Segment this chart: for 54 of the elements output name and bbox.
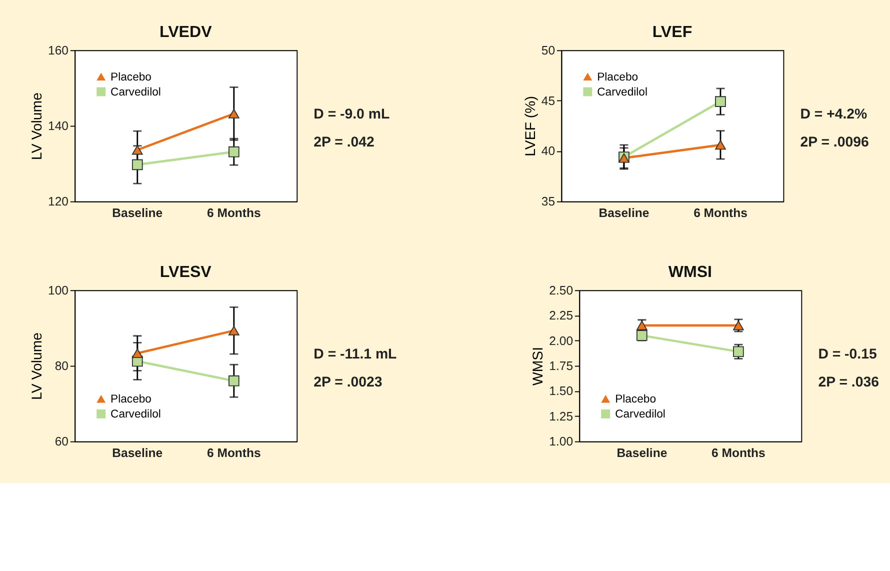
x-tick-label: 6 Months <box>694 206 748 220</box>
x-tick-label: 6 Months <box>207 446 262 460</box>
y-tick-label: 80 <box>54 358 69 373</box>
point <box>733 346 744 358</box>
y-tick-label: 2.00 <box>549 334 574 348</box>
point <box>228 146 240 158</box>
point <box>132 159 143 170</box>
y-axis-title: WMSI <box>530 346 546 386</box>
y-axis-title: LV Volume <box>29 92 46 160</box>
x-tick-label: 6 Months <box>207 206 262 220</box>
x-tick-label: 6 Months <box>712 446 766 460</box>
legend-label: Placebo <box>597 71 638 84</box>
text: 2P = .036 <box>818 374 880 391</box>
y-tick-label: 1.75 <box>549 358 574 373</box>
chart-title: LVEF <box>652 22 692 41</box>
legend-label: Carvedilol <box>110 408 161 421</box>
chart-title: LVEDV <box>159 22 212 41</box>
y-axis-title: LVEF (%) <box>522 96 539 156</box>
y-tick-label: 40 <box>541 144 556 158</box>
chart-title: WMSI <box>668 262 712 281</box>
text: D = -11.1 mL <box>314 346 398 362</box>
legend-label: Carvedilol <box>597 86 648 99</box>
point <box>228 375 240 386</box>
y-tick-label: 35 <box>541 194 556 209</box>
y-tick-label: 60 <box>54 434 69 449</box>
y-tick-label: 120 <box>48 194 69 209</box>
y-tick-label: 1.50 <box>549 384 574 398</box>
x-tick-label: Baseline <box>112 446 163 460</box>
x-tick-label: Baseline <box>598 206 650 220</box>
x-tick-label: Baseline <box>616 446 668 460</box>
legend-label: Placebo <box>615 394 656 406</box>
y-tick-label: 160 <box>48 43 69 58</box>
y-tick-label: 1.25 <box>549 409 574 424</box>
y-tick-label: 100 <box>48 283 69 298</box>
x-tick-label: Baseline <box>112 206 163 220</box>
text: D = +4.2% <box>800 106 868 122</box>
y-tick-label: 45 <box>541 94 556 108</box>
legend-label: Placebo <box>110 394 152 406</box>
point <box>715 96 726 108</box>
legend-label: Carvedilol <box>615 408 666 421</box>
text: D = -9.0 mL <box>314 106 390 122</box>
legend-label: Placebo <box>110 71 152 84</box>
y-tick-label: 2.25 <box>549 308 574 323</box>
y-tick-label: 2.50 <box>549 283 574 298</box>
y-axis-title: LV Volume <box>29 332 46 400</box>
y-tick-label: 50 <box>541 43 556 58</box>
chart-title: LVESV <box>160 262 212 281</box>
text: 2P = .0096 <box>800 134 869 151</box>
y-tick-label: 140 <box>48 119 69 134</box>
y-tick-label: 1.00 <box>549 434 574 449</box>
text: 2P = .0023 <box>314 374 382 391</box>
legend-label: Carvedilol <box>110 86 161 99</box>
text: 2P = .042 <box>314 134 375 151</box>
text: D = -0.15 <box>818 346 877 362</box>
